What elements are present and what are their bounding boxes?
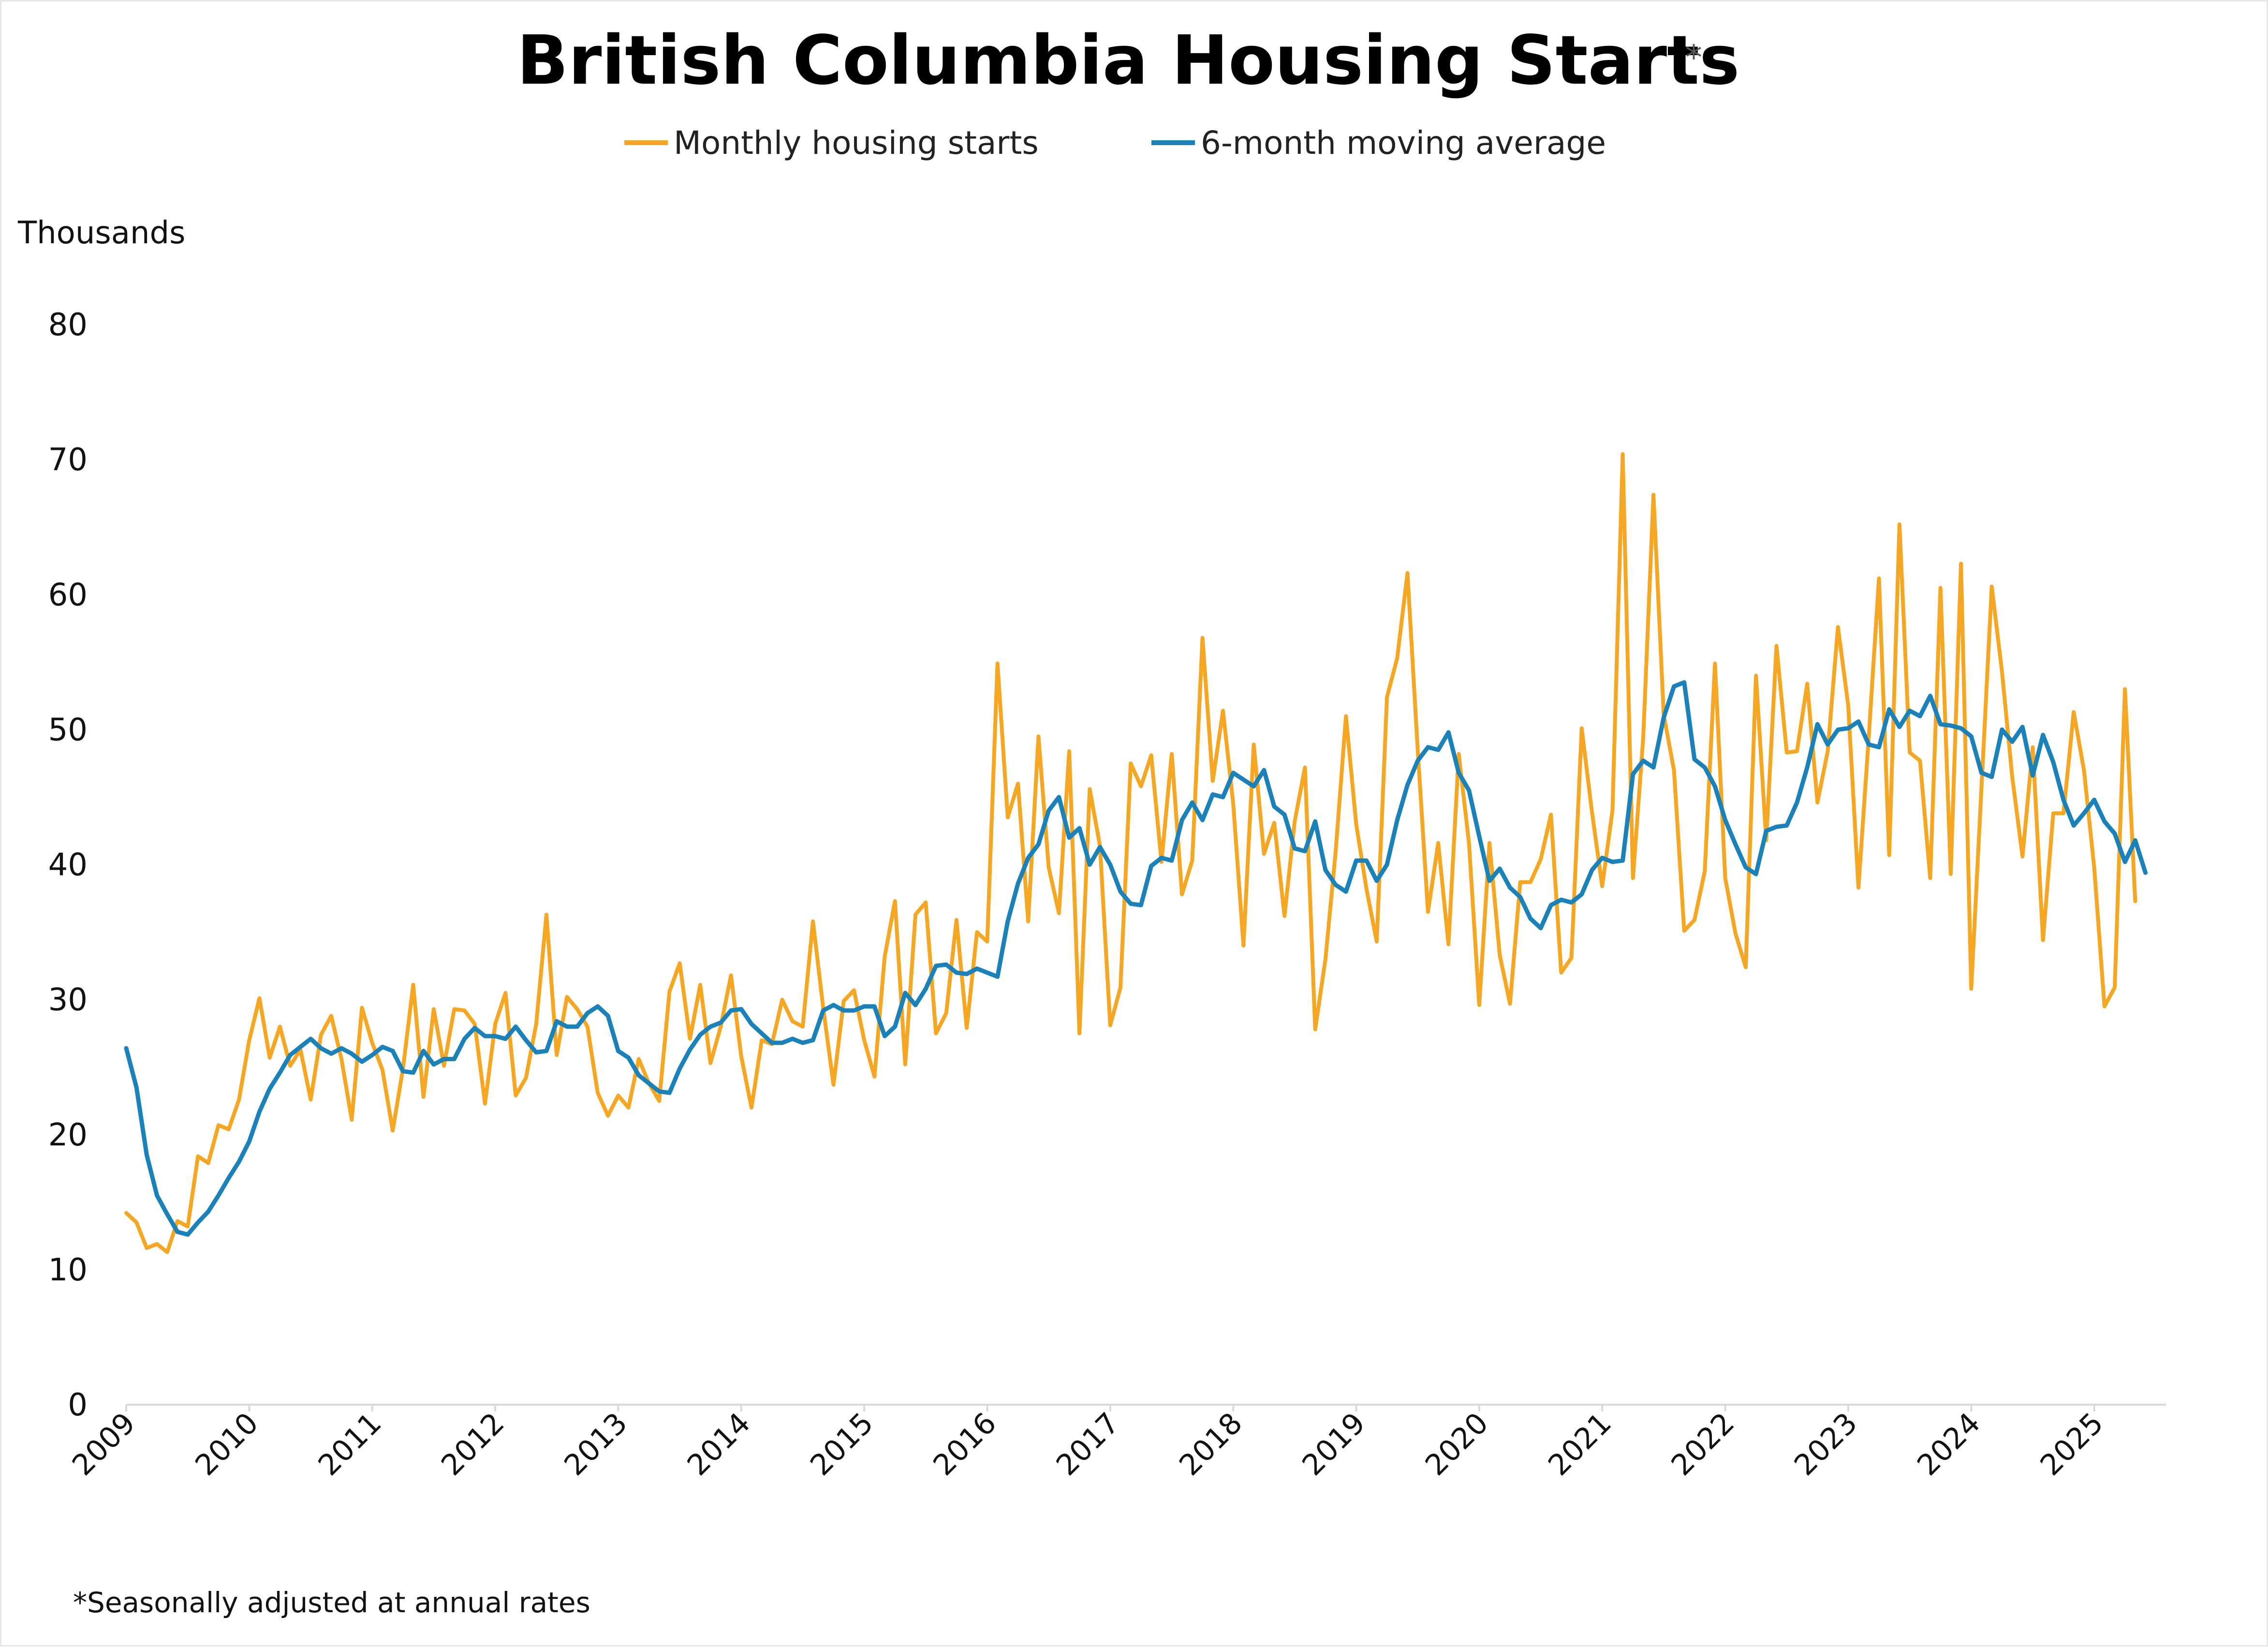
y-tick-label: 60 xyxy=(48,577,88,613)
x-tick-label: 2010 xyxy=(189,1406,265,1482)
x-tick-label: 2011 xyxy=(312,1406,388,1482)
y-tick-label: 80 xyxy=(48,307,88,343)
x-tick-label: 2013 xyxy=(558,1406,634,1482)
x-tick-label: 2020 xyxy=(1419,1406,1495,1482)
series-line-moving-average xyxy=(124,680,2148,1237)
x-tick-label: 2017 xyxy=(1050,1406,1126,1482)
x-tick-label: 2012 xyxy=(435,1406,511,1482)
x-tick-label: 2022 xyxy=(1665,1406,1741,1482)
y-tick-label: 30 xyxy=(48,982,88,1018)
x-tick-label: 2024 xyxy=(1911,1406,1987,1482)
y-tick-label: 50 xyxy=(48,712,88,748)
x-tick-label: 2015 xyxy=(804,1406,880,1482)
legend-label-moving-average: 6-month moving average xyxy=(1201,124,1606,162)
chart-title-asterisk: * xyxy=(1685,38,1702,77)
legend: Monthly housing starts 6-month moving av… xyxy=(624,124,1606,162)
y-axis-ticks: 0 10 20 30 40 50 60 70 80 xyxy=(48,307,88,1423)
x-tick-label: 2018 xyxy=(1173,1406,1249,1482)
footnote: *Seasonally adjusted at annual rates xyxy=(73,1586,590,1619)
x-tick-label: 2014 xyxy=(681,1406,757,1482)
x-tick-label: 2016 xyxy=(927,1406,1003,1482)
x-tick-label: 2023 xyxy=(1788,1406,1864,1482)
chart-title: British Columbia Housing Starts xyxy=(517,21,1740,100)
x-tick-label: 2021 xyxy=(1542,1406,1618,1482)
legend-label-monthly: Monthly housing starts xyxy=(674,124,1039,162)
y-tick-label: 40 xyxy=(48,847,88,883)
series-layer xyxy=(124,452,2148,1254)
series-line-monthly-housing-starts xyxy=(124,452,2137,1254)
x-tick-label: 2019 xyxy=(1296,1406,1372,1482)
y-tick-label: 70 xyxy=(48,442,88,478)
x-axis-ticks: 2009 2010 2011 2012 2013 2014 2015 2016 2017 2018… xyxy=(66,1405,2110,1483)
y-tick-label: 10 xyxy=(48,1252,88,1288)
y-tick-label: 0 xyxy=(68,1387,88,1423)
y-axis-label: Thousands xyxy=(17,215,185,251)
x-tick-label: 2025 xyxy=(2034,1406,2110,1482)
y-tick-label: 20 xyxy=(48,1117,88,1153)
